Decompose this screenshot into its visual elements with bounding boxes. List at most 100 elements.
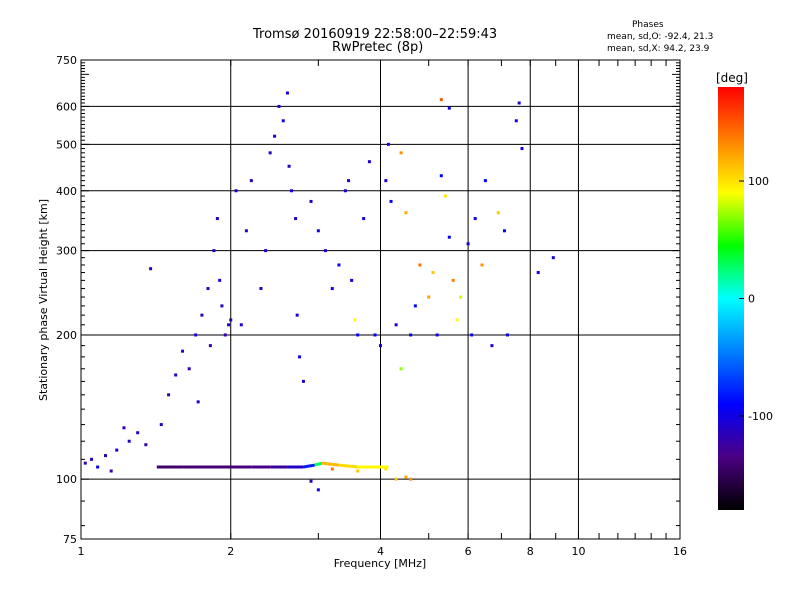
- colorbar-ticks: 100 0 -100: [739, 175, 773, 423]
- axis-labels: Frequency [MHz] Stationary phase Virtual…: [37, 199, 426, 570]
- echo-point: [259, 287, 263, 291]
- echo-point: [181, 349, 185, 353]
- y-tick-label: 600: [56, 100, 77, 113]
- echo-point: [249, 179, 253, 183]
- echo-point: [455, 318, 459, 322]
- y-tick-label: 500: [56, 138, 77, 151]
- echo-point: [159, 423, 163, 427]
- echo-point: [90, 457, 94, 461]
- y-tick-label: 750: [56, 54, 77, 67]
- echo-point: [356, 333, 360, 337]
- echo-point: [290, 189, 294, 193]
- data-points: [83, 91, 555, 492]
- echo-point: [435, 333, 439, 337]
- echo-point: [309, 199, 313, 203]
- echo-point: [273, 134, 277, 138]
- echo-point: [480, 263, 484, 267]
- echo-point: [384, 467, 388, 471]
- echo-point: [373, 333, 377, 337]
- echo-point: [536, 271, 540, 275]
- phase-stats-o-mode: mean, sd,O: -92.4, 21.3: [607, 32, 714, 42]
- echo-point: [353, 318, 357, 322]
- echo-point: [287, 164, 291, 168]
- echo-point: [343, 189, 347, 193]
- echo-point: [447, 235, 451, 239]
- echo-point: [227, 323, 231, 327]
- y-tick-label: 300: [56, 245, 77, 258]
- echo-point: [196, 400, 200, 404]
- echo-point: [404, 475, 408, 479]
- echo-point: [362, 217, 366, 221]
- x-axis-label: Frequency [MHz]: [334, 557, 426, 570]
- echo-point: [496, 211, 500, 215]
- echo-point: [167, 393, 171, 397]
- y-tick-label: 100: [56, 473, 77, 486]
- x-tick-label: 6: [465, 545, 472, 558]
- echo-point: [330, 467, 334, 471]
- colorbar-tick-label: -100: [748, 410, 773, 423]
- echo-point: [285, 91, 289, 95]
- echo-point: [206, 287, 210, 291]
- chart-title: Tromsø 20160919 22:58:00–22:59:43: [253, 27, 498, 42]
- x-tick-label: 2: [227, 545, 234, 558]
- echo-point: [200, 313, 204, 317]
- echo-point: [551, 256, 555, 260]
- echo-point: [301, 379, 305, 383]
- echo-point: [281, 119, 285, 123]
- echo-point: [277, 104, 281, 108]
- echo-point: [389, 199, 393, 203]
- echo-point: [234, 189, 238, 193]
- echo-point: [103, 454, 107, 458]
- echo-point: [298, 355, 302, 359]
- x-tick-label: 1: [78, 545, 85, 558]
- echo-trace-segment: [314, 461, 323, 467]
- echo-point: [379, 344, 382, 348]
- echo-point: [439, 174, 443, 178]
- echo-point: [404, 211, 408, 215]
- echo-point: [431, 271, 435, 275]
- echo-point: [347, 179, 351, 183]
- x-tick-label: 8: [527, 545, 534, 558]
- echo-point: [337, 263, 341, 267]
- echo-point: [239, 323, 243, 327]
- echo-point: [367, 160, 371, 164]
- echo-point: [208, 344, 212, 348]
- echo-point: [451, 278, 455, 282]
- echo-point: [83, 461, 87, 465]
- plot-frame: [80, 59, 681, 540]
- echo-point: [394, 323, 398, 327]
- echo-trace-segment: [338, 463, 358, 469]
- echo-point: [520, 147, 524, 151]
- echo-point: [409, 333, 413, 337]
- phase-stats-x-mode: mean, sd,X: 94.2, 23.9: [607, 44, 710, 54]
- echo-point: [409, 477, 413, 481]
- axis-ticks: 1 2 4 6 8 10 16 75 100 200 300 400 500 600 750: [56, 54, 687, 558]
- echo-point: [466, 242, 470, 246]
- y-tick-label: 200: [56, 329, 77, 342]
- echo-point: [244, 229, 248, 233]
- echo-point: [439, 98, 443, 102]
- echo-point: [223, 333, 227, 337]
- x-tick-label: 16: [673, 545, 687, 558]
- echo-point: [356, 469, 360, 473]
- colorbar-tick-label: 0: [748, 293, 755, 306]
- echo-point: [96, 465, 100, 469]
- echo-point: [309, 479, 313, 483]
- echo-point: [194, 333, 198, 337]
- echo-point: [122, 426, 126, 430]
- echo-point: [218, 278, 222, 282]
- echo-point: [330, 287, 334, 291]
- echo-point: [323, 249, 327, 253]
- echo-point: [470, 333, 474, 337]
- echo-point: [384, 179, 388, 183]
- echo-point: [268, 151, 272, 155]
- echo-point: [443, 194, 447, 198]
- colorbar-tick-label: 100: [748, 175, 769, 188]
- echo-point: [229, 318, 233, 322]
- echo-point: [144, 443, 148, 447]
- echo-point: [413, 304, 417, 308]
- echo-point: [514, 119, 518, 123]
- echo-trace-segment: [303, 463, 315, 469]
- echo-point: [316, 488, 320, 492]
